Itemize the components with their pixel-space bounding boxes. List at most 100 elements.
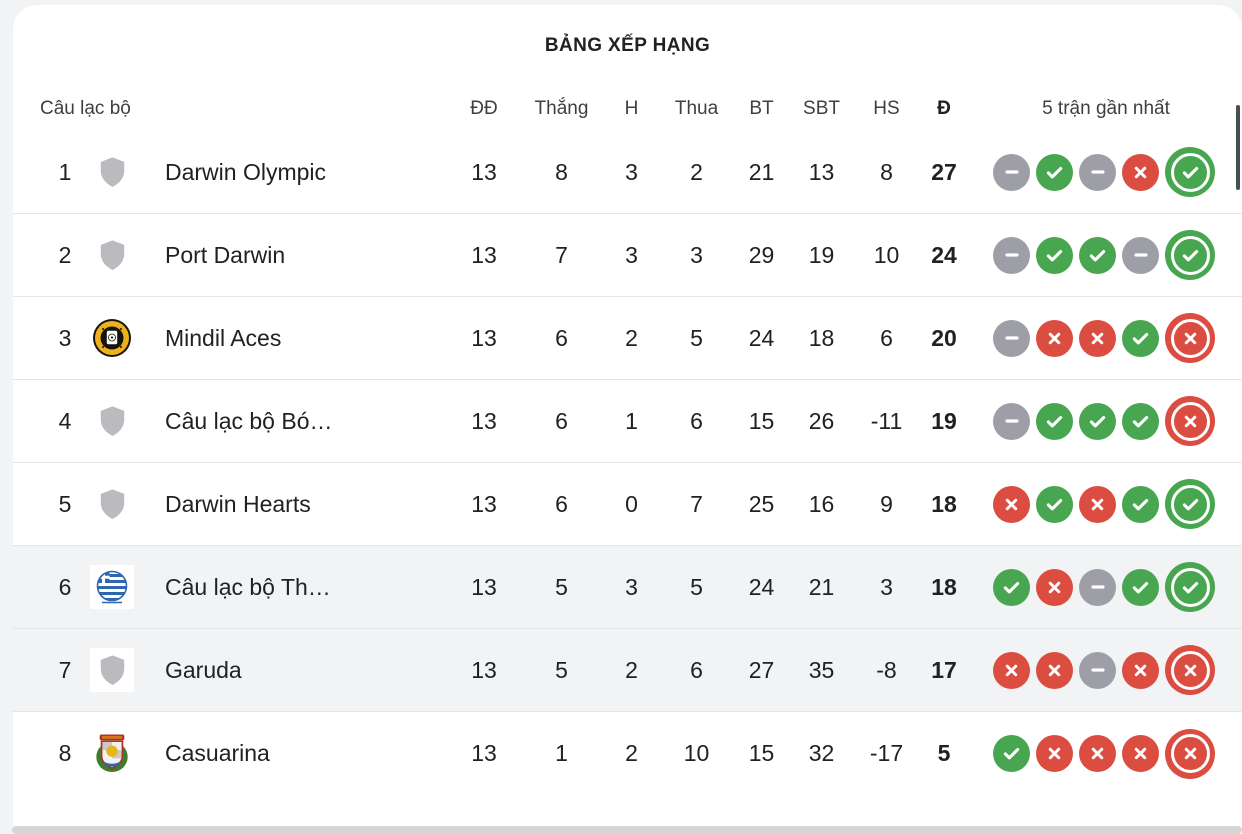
table-row[interactable]: 4 Câu lạc bộ Bó… 13 6 1 6 15 26 -11 19 <box>13 380 1242 463</box>
goals-for-cell: 15 <box>748 740 775 766</box>
loss-icon[interactable] <box>1036 651 1073 689</box>
loss-icon[interactable] <box>1165 728 1215 779</box>
losses-cell: 5 <box>690 573 703 600</box>
points-cell: 24 <box>931 241 957 268</box>
win-icon[interactable] <box>1036 402 1073 440</box>
club-name[interactable]: Câu lạc bộ Bó… <box>165 407 333 434</box>
loss-icon[interactable] <box>1165 645 1215 695</box>
goals-for-cell: 29 <box>748 241 775 268</box>
club-name[interactable]: Darwin Hearts <box>165 490 311 517</box>
goals-for-cell: 25 <box>748 490 775 517</box>
club-name[interactable]: Darwin Olympic <box>165 158 327 185</box>
standings-rows: 1 Darwin Olympic 13 8 3 2 21 13 8 27 2 P… <box>13 131 1242 795</box>
club-name[interactable]: Garuda <box>165 656 242 683</box>
loss-icon[interactable] <box>1036 568 1073 606</box>
draw-icon[interactable] <box>1122 236 1159 274</box>
form-icons <box>993 396 1219 446</box>
goal-diff-cell: 3 <box>880 573 893 600</box>
goals-against-cell: 26 <box>808 407 835 434</box>
draw-icon[interactable] <box>1079 651 1116 689</box>
loss-icon[interactable] <box>1122 651 1159 689</box>
table-row[interactable]: 5 Darwin Hearts 13 6 0 7 25 16 9 18 <box>13 463 1242 546</box>
loss-icon-inner <box>1170 650 1210 690</box>
draws-cell: 3 <box>625 158 638 185</box>
win-icon[interactable] <box>1079 402 1116 440</box>
goal-diff-cell: -11 <box>870 407 903 434</box>
mindil-aces-crest-icon <box>90 316 134 360</box>
table-row[interactable]: 1 Darwin Olympic 13 8 3 2 21 13 8 27 <box>13 131 1242 214</box>
club-name[interactable]: Port Darwin <box>165 241 286 268</box>
played-cell: 13 <box>471 241 497 268</box>
losses-cell: 10 <box>683 740 710 766</box>
table-row[interactable]: 2 Port Darwin 13 7 3 3 29 19 10 24 <box>13 214 1242 297</box>
table-row[interactable]: 8 Casuarina 13 1 2 10 15 32 -17 5 <box>13 712 1242 795</box>
goals-against-cell: 32 <box>808 740 835 766</box>
club-name[interactable]: Casuarina <box>165 740 270 766</box>
col-header-goals-for: BT <box>749 97 774 119</box>
win-icon[interactable] <box>1036 153 1073 191</box>
win-icon[interactable] <box>1122 402 1159 440</box>
rank-cell: 6 <box>58 573 72 600</box>
win-icon[interactable] <box>993 735 1030 772</box>
losses-cell: 5 <box>690 324 703 351</box>
played-cell: 13 <box>471 158 497 185</box>
loss-icon[interactable] <box>1165 396 1215 446</box>
rank-cell: 4 <box>58 407 72 434</box>
win-icon[interactable] <box>1122 485 1159 523</box>
loss-icon[interactable] <box>1165 313 1215 363</box>
loss-icon[interactable] <box>1036 735 1073 772</box>
points-cell: 5 <box>937 740 951 766</box>
rank-cell: 2 <box>58 241 72 268</box>
win-icon-inner <box>1170 235 1210 275</box>
win-icon[interactable] <box>1122 319 1159 357</box>
played-cell: 13 <box>471 407 497 434</box>
win-icon[interactable] <box>1165 479 1215 529</box>
loss-icon[interactable] <box>1122 153 1159 191</box>
loss-icon[interactable] <box>1079 735 1116 772</box>
loss-icon[interactable] <box>993 651 1030 689</box>
form-icons <box>993 147 1219 197</box>
club-name[interactable]: Mindil Aces <box>165 324 282 351</box>
table-row[interactable]: 7 Garuda 13 5 2 6 27 35 -8 17 <box>13 629 1242 712</box>
draw-icon[interactable] <box>993 402 1030 440</box>
generic-shield-icon <box>90 233 134 277</box>
col-header-played: ĐĐ <box>470 97 498 119</box>
draw-icon[interactable] <box>1079 568 1116 606</box>
horizontal-scrollbar[interactable] <box>12 826 1242 834</box>
goal-diff-cell: -8 <box>876 656 897 683</box>
loss-icon[interactable] <box>1079 485 1116 523</box>
loss-icon[interactable] <box>1079 319 1116 357</box>
form-icons <box>993 645 1219 695</box>
win-icon[interactable] <box>1036 485 1073 523</box>
loss-icon[interactable] <box>1122 735 1159 772</box>
table-header: Câu lạc bộ ĐĐ Thắng H Thua BT SBT HS Đ 5… <box>13 86 1242 131</box>
club-name[interactable]: Câu lạc bộ Th… <box>165 573 331 600</box>
points-cell: 17 <box>931 656 957 683</box>
loss-icon[interactable] <box>993 485 1030 523</box>
loss-icon-inner <box>1170 401 1210 441</box>
win-icon[interactable] <box>1165 562 1215 612</box>
win-icon[interactable] <box>1122 568 1159 606</box>
generic-shield-icon <box>90 399 134 443</box>
wins-cell: 6 <box>555 490 568 517</box>
table-row[interactable]: 6 Câu lạc bộ Th… 13 5 3 5 24 21 3 18 <box>13 546 1242 629</box>
table-row[interactable]: 3 Mindil Aces 13 6 2 5 24 18 6 20 <box>13 297 1242 380</box>
vertical-scrollbar-thumb[interactable] <box>1236 105 1240 190</box>
points-cell: 18 <box>931 573 957 600</box>
draw-icon[interactable] <box>993 153 1030 191</box>
win-icon[interactable] <box>1165 147 1215 197</box>
wins-cell: 8 <box>555 158 568 185</box>
win-icon[interactable] <box>1036 236 1073 274</box>
win-icon[interactable] <box>1165 230 1215 280</box>
draw-icon[interactable] <box>993 319 1030 357</box>
loss-icon[interactable] <box>1036 319 1073 357</box>
goals-for-cell: 15 <box>748 407 775 434</box>
col-header-draws: H <box>624 97 639 119</box>
win-icon[interactable] <box>993 568 1030 606</box>
draws-cell: 2 <box>625 740 638 766</box>
draw-icon[interactable] <box>1079 153 1116 191</box>
draw-icon[interactable] <box>993 236 1030 274</box>
goals-for-cell: 21 <box>748 158 775 185</box>
wins-cell: 7 <box>555 241 568 268</box>
win-icon[interactable] <box>1079 236 1116 274</box>
